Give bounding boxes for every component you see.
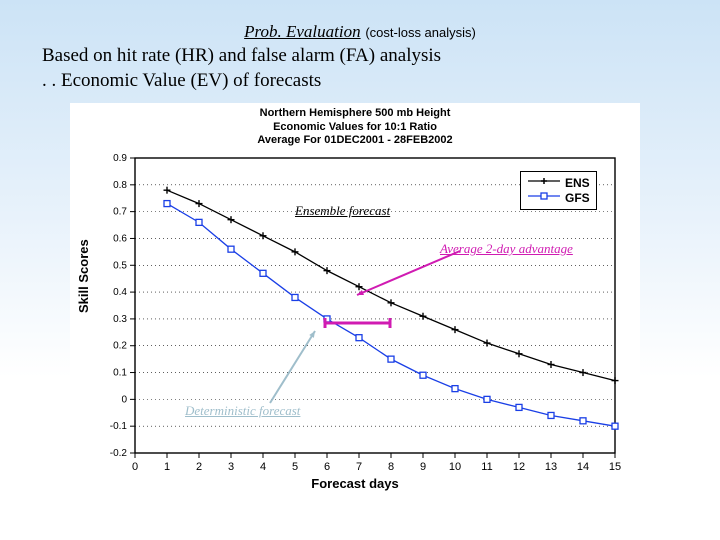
svg-text:0.3: 0.3 [113, 314, 127, 325]
svg-text:11: 11 [481, 461, 492, 473]
subtitle-line1: Based on hit rate (HR) and false alarm (… [42, 45, 441, 66]
title-paren: (cost-loss analysis) [365, 25, 476, 40]
subtitle: Based on hit rate (HR) and false alarm (… [0, 42, 720, 93]
svg-text:2: 2 [196, 461, 202, 473]
svg-text:10: 10 [449, 461, 461, 473]
svg-text:7: 7 [356, 461, 362, 473]
svg-text:0.4: 0.4 [113, 287, 127, 298]
svg-text:14: 14 [577, 461, 589, 473]
chart-container: Northern Hemisphere 500 mb Height Econom… [70, 103, 640, 493]
svg-text:0: 0 [121, 395, 127, 406]
svg-text:0.7: 0.7 [113, 207, 127, 218]
svg-text:1: 1 [164, 461, 170, 473]
legend: ENSGFS [520, 171, 597, 210]
svg-text:13: 13 [545, 461, 557, 473]
annotation-deterministic: Deterministic forecast [185, 403, 300, 419]
annotation-ensemble: Ensemble forecast [295, 203, 390, 219]
svg-text:0: 0 [132, 461, 138, 473]
svg-text:-0.1: -0.1 [110, 422, 128, 433]
svg-text:0.8: 0.8 [113, 180, 127, 191]
legend-item-ens: ENS [527, 175, 590, 190]
svg-text:12: 12 [513, 461, 525, 473]
y-axis-label: Skill Scores [76, 240, 91, 314]
svg-text:0.9: 0.9 [113, 153, 127, 164]
svg-text:0.1: 0.1 [113, 368, 127, 379]
page-title: Prob. Evaluation (cost-loss analysis) [0, 0, 720, 42]
svg-text:9: 9 [420, 461, 426, 473]
svg-text:-0.2: -0.2 [110, 448, 128, 459]
legend-item-gfs: GFS [527, 190, 590, 205]
title-main: Prob. Evaluation [244, 22, 360, 41]
svg-text:0.6: 0.6 [113, 234, 127, 245]
legend-label: ENS [565, 176, 590, 190]
legend-label: GFS [565, 191, 590, 205]
svg-text:3: 3 [228, 461, 234, 473]
chart-svg: 0123456789101112131415-0.2-0.100.10.20.3… [70, 103, 640, 493]
svg-text:8: 8 [388, 461, 394, 473]
svg-text:0.2: 0.2 [113, 341, 127, 352]
annotation-advantage: Average 2-day advantage [440, 241, 573, 257]
svg-text:0.5: 0.5 [113, 261, 127, 272]
svg-text:6: 6 [324, 461, 330, 473]
svg-text:4: 4 [260, 461, 266, 473]
subtitle-line2: . . Economic Value (EV) of forecasts [42, 70, 321, 91]
svg-text:5: 5 [292, 461, 298, 473]
svg-text:15: 15 [609, 461, 621, 473]
x-axis-label: Forecast days [70, 476, 640, 491]
